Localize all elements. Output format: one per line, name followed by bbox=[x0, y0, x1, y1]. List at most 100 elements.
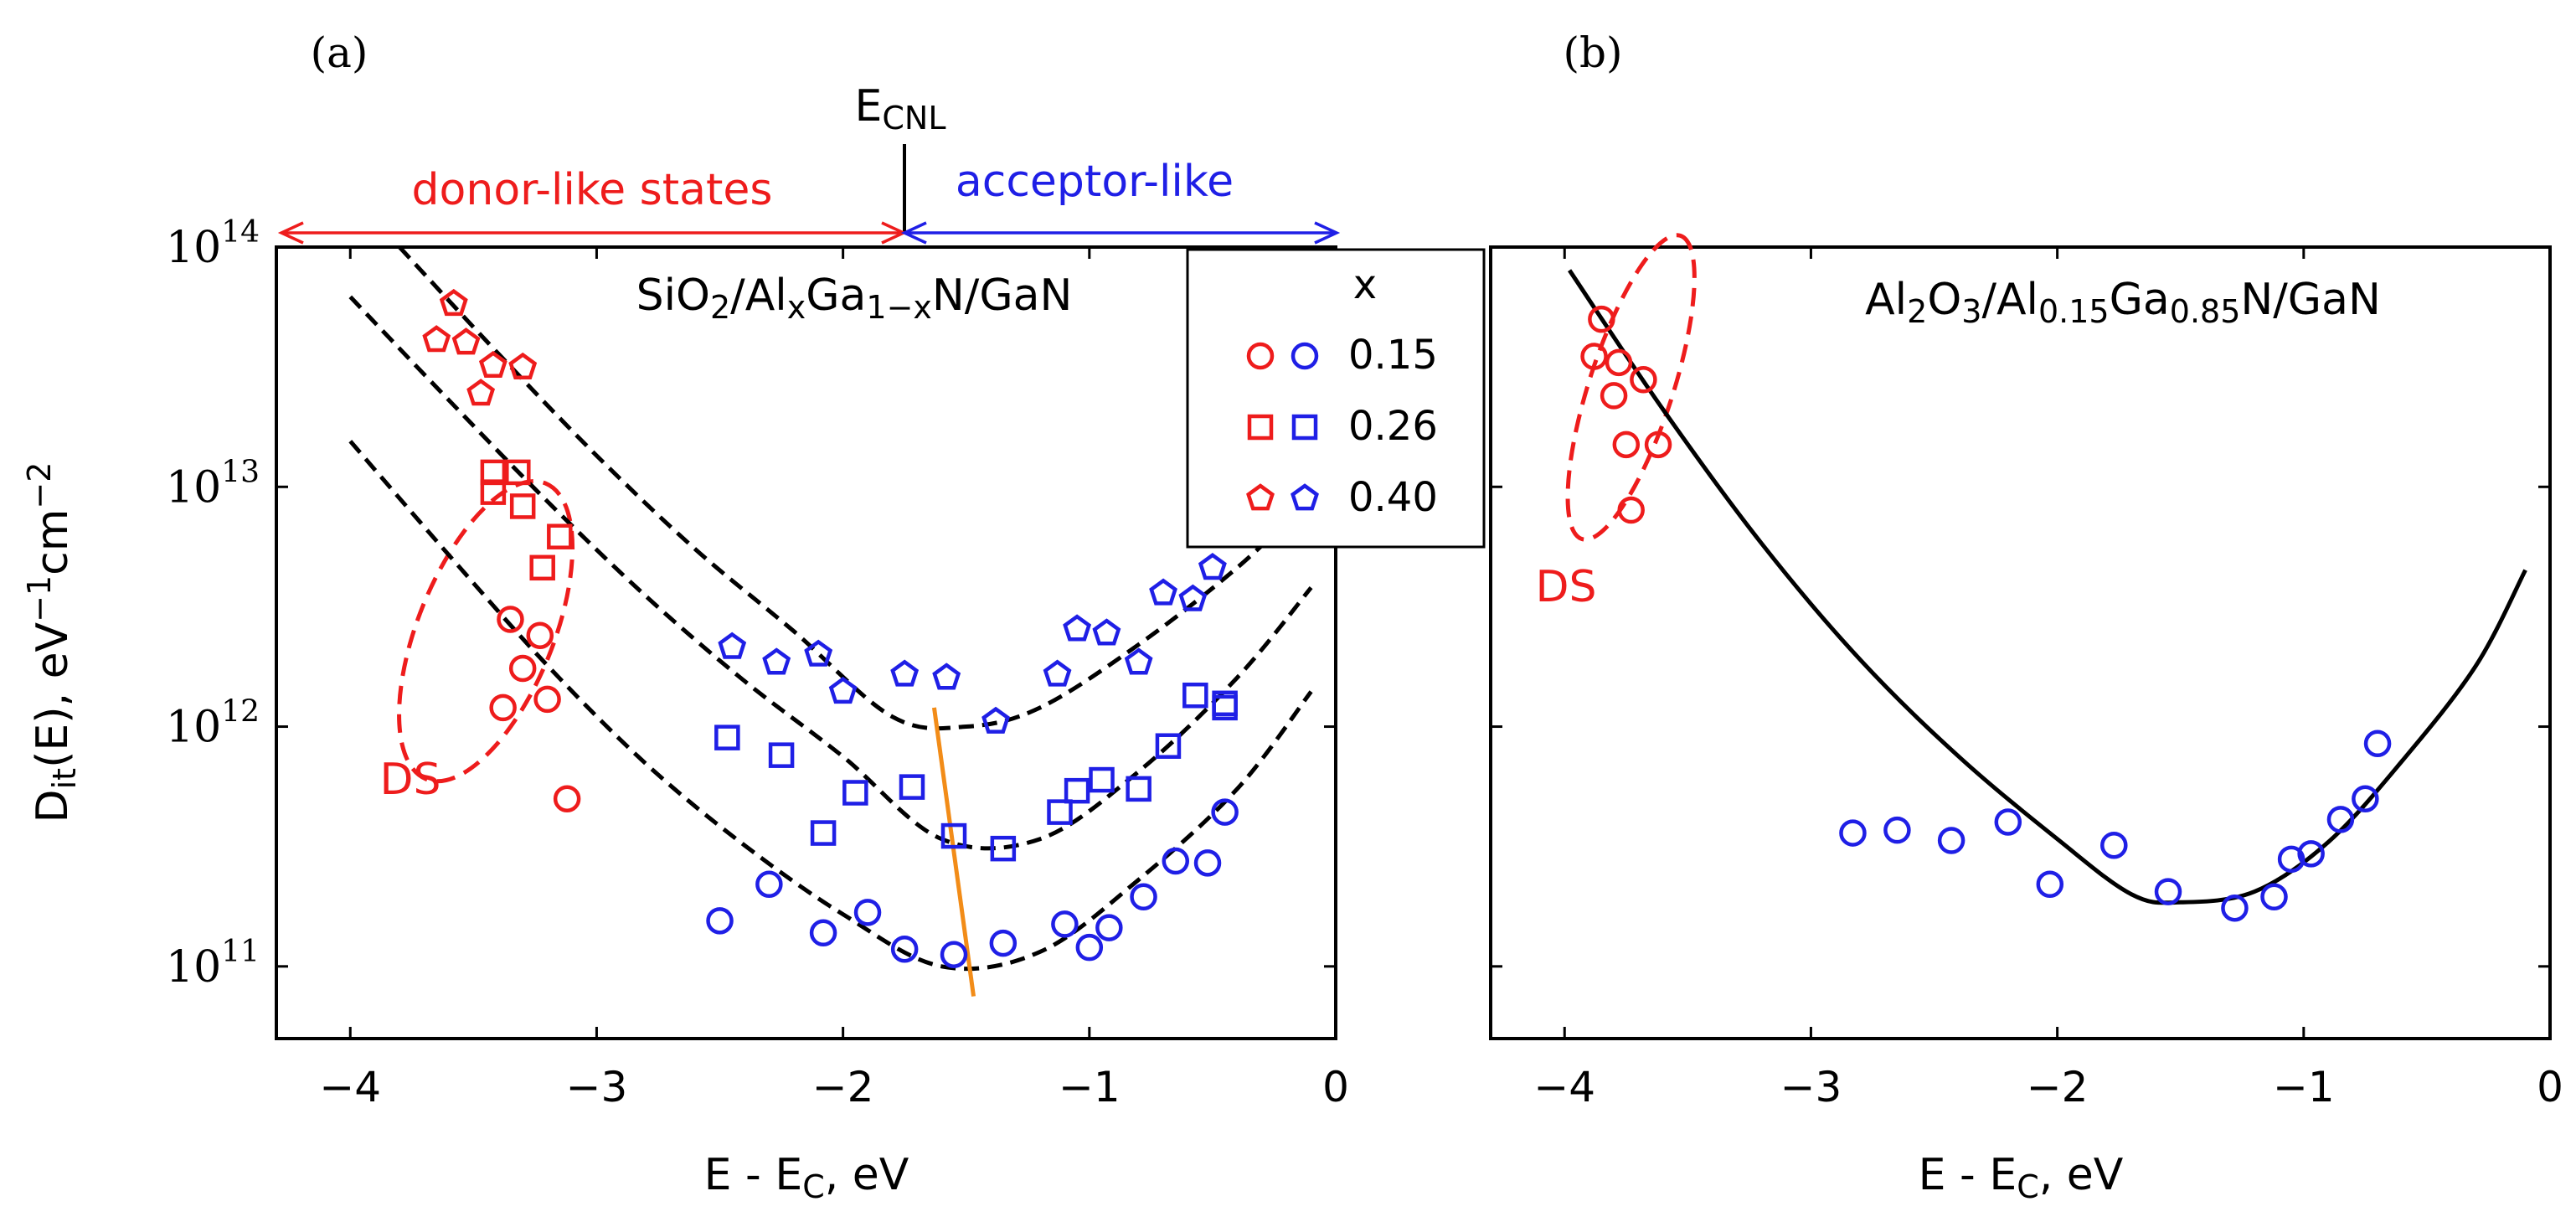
circle-marker bbox=[508, 654, 537, 683]
pentagon-marker bbox=[804, 639, 833, 667]
pentagon-marker bbox=[981, 706, 1010, 734]
pentagon-marker bbox=[932, 663, 961, 690]
x-tick-label: −2 bbox=[812, 1063, 874, 1111]
panel-b-title: Al2O3/Al0.15Ga0.85N/GaN bbox=[1865, 275, 2381, 330]
legend-label-2: 0.40 bbox=[1348, 474, 1438, 521]
square-marker bbox=[1182, 682, 1208, 709]
square-marker bbox=[1212, 690, 1238, 717]
acceptor-like-arrow bbox=[900, 221, 1341, 245]
x-tick-label: −3 bbox=[566, 1063, 628, 1111]
square-marker bbox=[1089, 766, 1115, 793]
ds-ellipse bbox=[1565, 233, 1697, 542]
square-marker bbox=[505, 459, 531, 486]
circle-marker bbox=[1162, 847, 1190, 875]
square-marker bbox=[480, 479, 507, 505]
circle-marker bbox=[2352, 785, 2379, 812]
circle-marker bbox=[1095, 914, 1123, 941]
circle-marker bbox=[489, 693, 517, 722]
circle-marker bbox=[1588, 305, 1615, 333]
fit-curve-0 bbox=[1568, 269, 2527, 905]
circle-marker bbox=[1211, 798, 1239, 826]
ds-region-a bbox=[397, 479, 575, 784]
circle-marker bbox=[1193, 849, 1222, 877]
pentagon-marker bbox=[478, 350, 507, 379]
y-axis-ticks-b bbox=[1491, 245, 2550, 968]
y-tick-label: 1012 bbox=[166, 695, 260, 753]
plot-area-a bbox=[275, 245, 1337, 1040]
legend-square-red bbox=[1247, 414, 1274, 441]
circle-marker bbox=[940, 941, 968, 968]
pentagon-marker bbox=[762, 647, 791, 675]
panel-a-title: SiO2/AlxGa1−xN/GaN bbox=[636, 271, 1073, 326]
x-axis-label-a: E - EC, eV bbox=[704, 1150, 909, 1205]
panel-a-label: (a) bbox=[311, 28, 368, 77]
circle-marker bbox=[2297, 840, 2325, 868]
fit-curves-b bbox=[1568, 269, 2527, 905]
circle-marker bbox=[1937, 827, 1965, 854]
square-marker bbox=[940, 822, 967, 849]
square-marker bbox=[842, 780, 868, 806]
square-marker bbox=[714, 724, 740, 750]
square-marker bbox=[990, 835, 1017, 862]
square-marker bbox=[899, 774, 925, 800]
square-marker bbox=[810, 820, 837, 846]
legend-label-1: 0.26 bbox=[1348, 403, 1438, 450]
circle-marker bbox=[1839, 819, 1867, 847]
pentagon-marker bbox=[828, 676, 858, 704]
pentagon-marker bbox=[890, 659, 920, 687]
pentagon-marker bbox=[1198, 553, 1227, 580]
cnl-trend-line-segment bbox=[931, 707, 976, 997]
donor-like-arrow bbox=[277, 221, 908, 245]
y-tick-label: 1011 bbox=[166, 935, 260, 993]
pentagon-marker bbox=[422, 325, 451, 353]
legend-pentagon-red bbox=[1246, 483, 1275, 511]
pentagon-marker bbox=[1124, 647, 1153, 675]
circle-marker bbox=[1075, 933, 1104, 962]
legend-label-0: 0.15 bbox=[1348, 332, 1438, 379]
circle-marker bbox=[2326, 806, 2355, 833]
square-marker bbox=[1064, 777, 1090, 804]
ds-ellipse bbox=[397, 479, 575, 784]
square-marker bbox=[1047, 799, 1073, 825]
circle-marker bbox=[890, 935, 919, 963]
x-tick-label: −4 bbox=[1533, 1063, 1595, 1111]
square-marker bbox=[768, 742, 795, 768]
ecnl-label: ECNL bbox=[855, 81, 946, 137]
circle-marker bbox=[1617, 496, 1645, 524]
circle-marker bbox=[2100, 831, 2128, 859]
circle-marker bbox=[553, 785, 581, 812]
legend: x 0.15 0.26 0.40 bbox=[1186, 248, 1486, 549]
x-tick-label: 0 bbox=[2537, 1063, 2563, 1111]
y-tick-label: 1014 bbox=[166, 215, 260, 273]
square-marker bbox=[1155, 733, 1182, 759]
x-tick-label: −1 bbox=[2273, 1063, 2335, 1111]
x-tick-label: −3 bbox=[1780, 1063, 1842, 1111]
pentagon-marker bbox=[451, 327, 481, 355]
ds-label-b: DS bbox=[1535, 562, 1596, 612]
pentagon-marker bbox=[1092, 618, 1121, 646]
circle-marker bbox=[2363, 730, 2392, 758]
pentagon-marker bbox=[1063, 614, 1092, 642]
donor-like-label: donor-like states bbox=[412, 165, 773, 215]
circle-marker bbox=[526, 621, 554, 649]
circle-marker bbox=[1130, 883, 1157, 911]
panel-b-label: (b) bbox=[1563, 28, 1622, 77]
ds-region-b bbox=[1565, 233, 1697, 542]
x-axis-ticks-b: −4 −3 −2 −1 0 bbox=[1533, 247, 2563, 1111]
legend-circle-red bbox=[1246, 342, 1275, 370]
pentagon-marker bbox=[1149, 578, 1177, 606]
circle-marker bbox=[2260, 883, 2288, 911]
pentagon-marker bbox=[1178, 584, 1208, 611]
legend-square-blue bbox=[1291, 414, 1318, 441]
x-tick-label: −2 bbox=[2027, 1063, 2089, 1111]
circle-marker bbox=[809, 919, 837, 947]
square-marker bbox=[529, 554, 555, 581]
fit-curve-1 bbox=[348, 295, 1313, 851]
pentagon-marker bbox=[466, 379, 496, 406]
square-marker bbox=[509, 493, 536, 519]
circle-marker bbox=[2154, 878, 2182, 905]
circle-marker bbox=[1605, 348, 1633, 377]
x-tick-label: −4 bbox=[319, 1063, 381, 1111]
circle-marker bbox=[2221, 894, 2249, 922]
circle-marker bbox=[497, 606, 524, 633]
